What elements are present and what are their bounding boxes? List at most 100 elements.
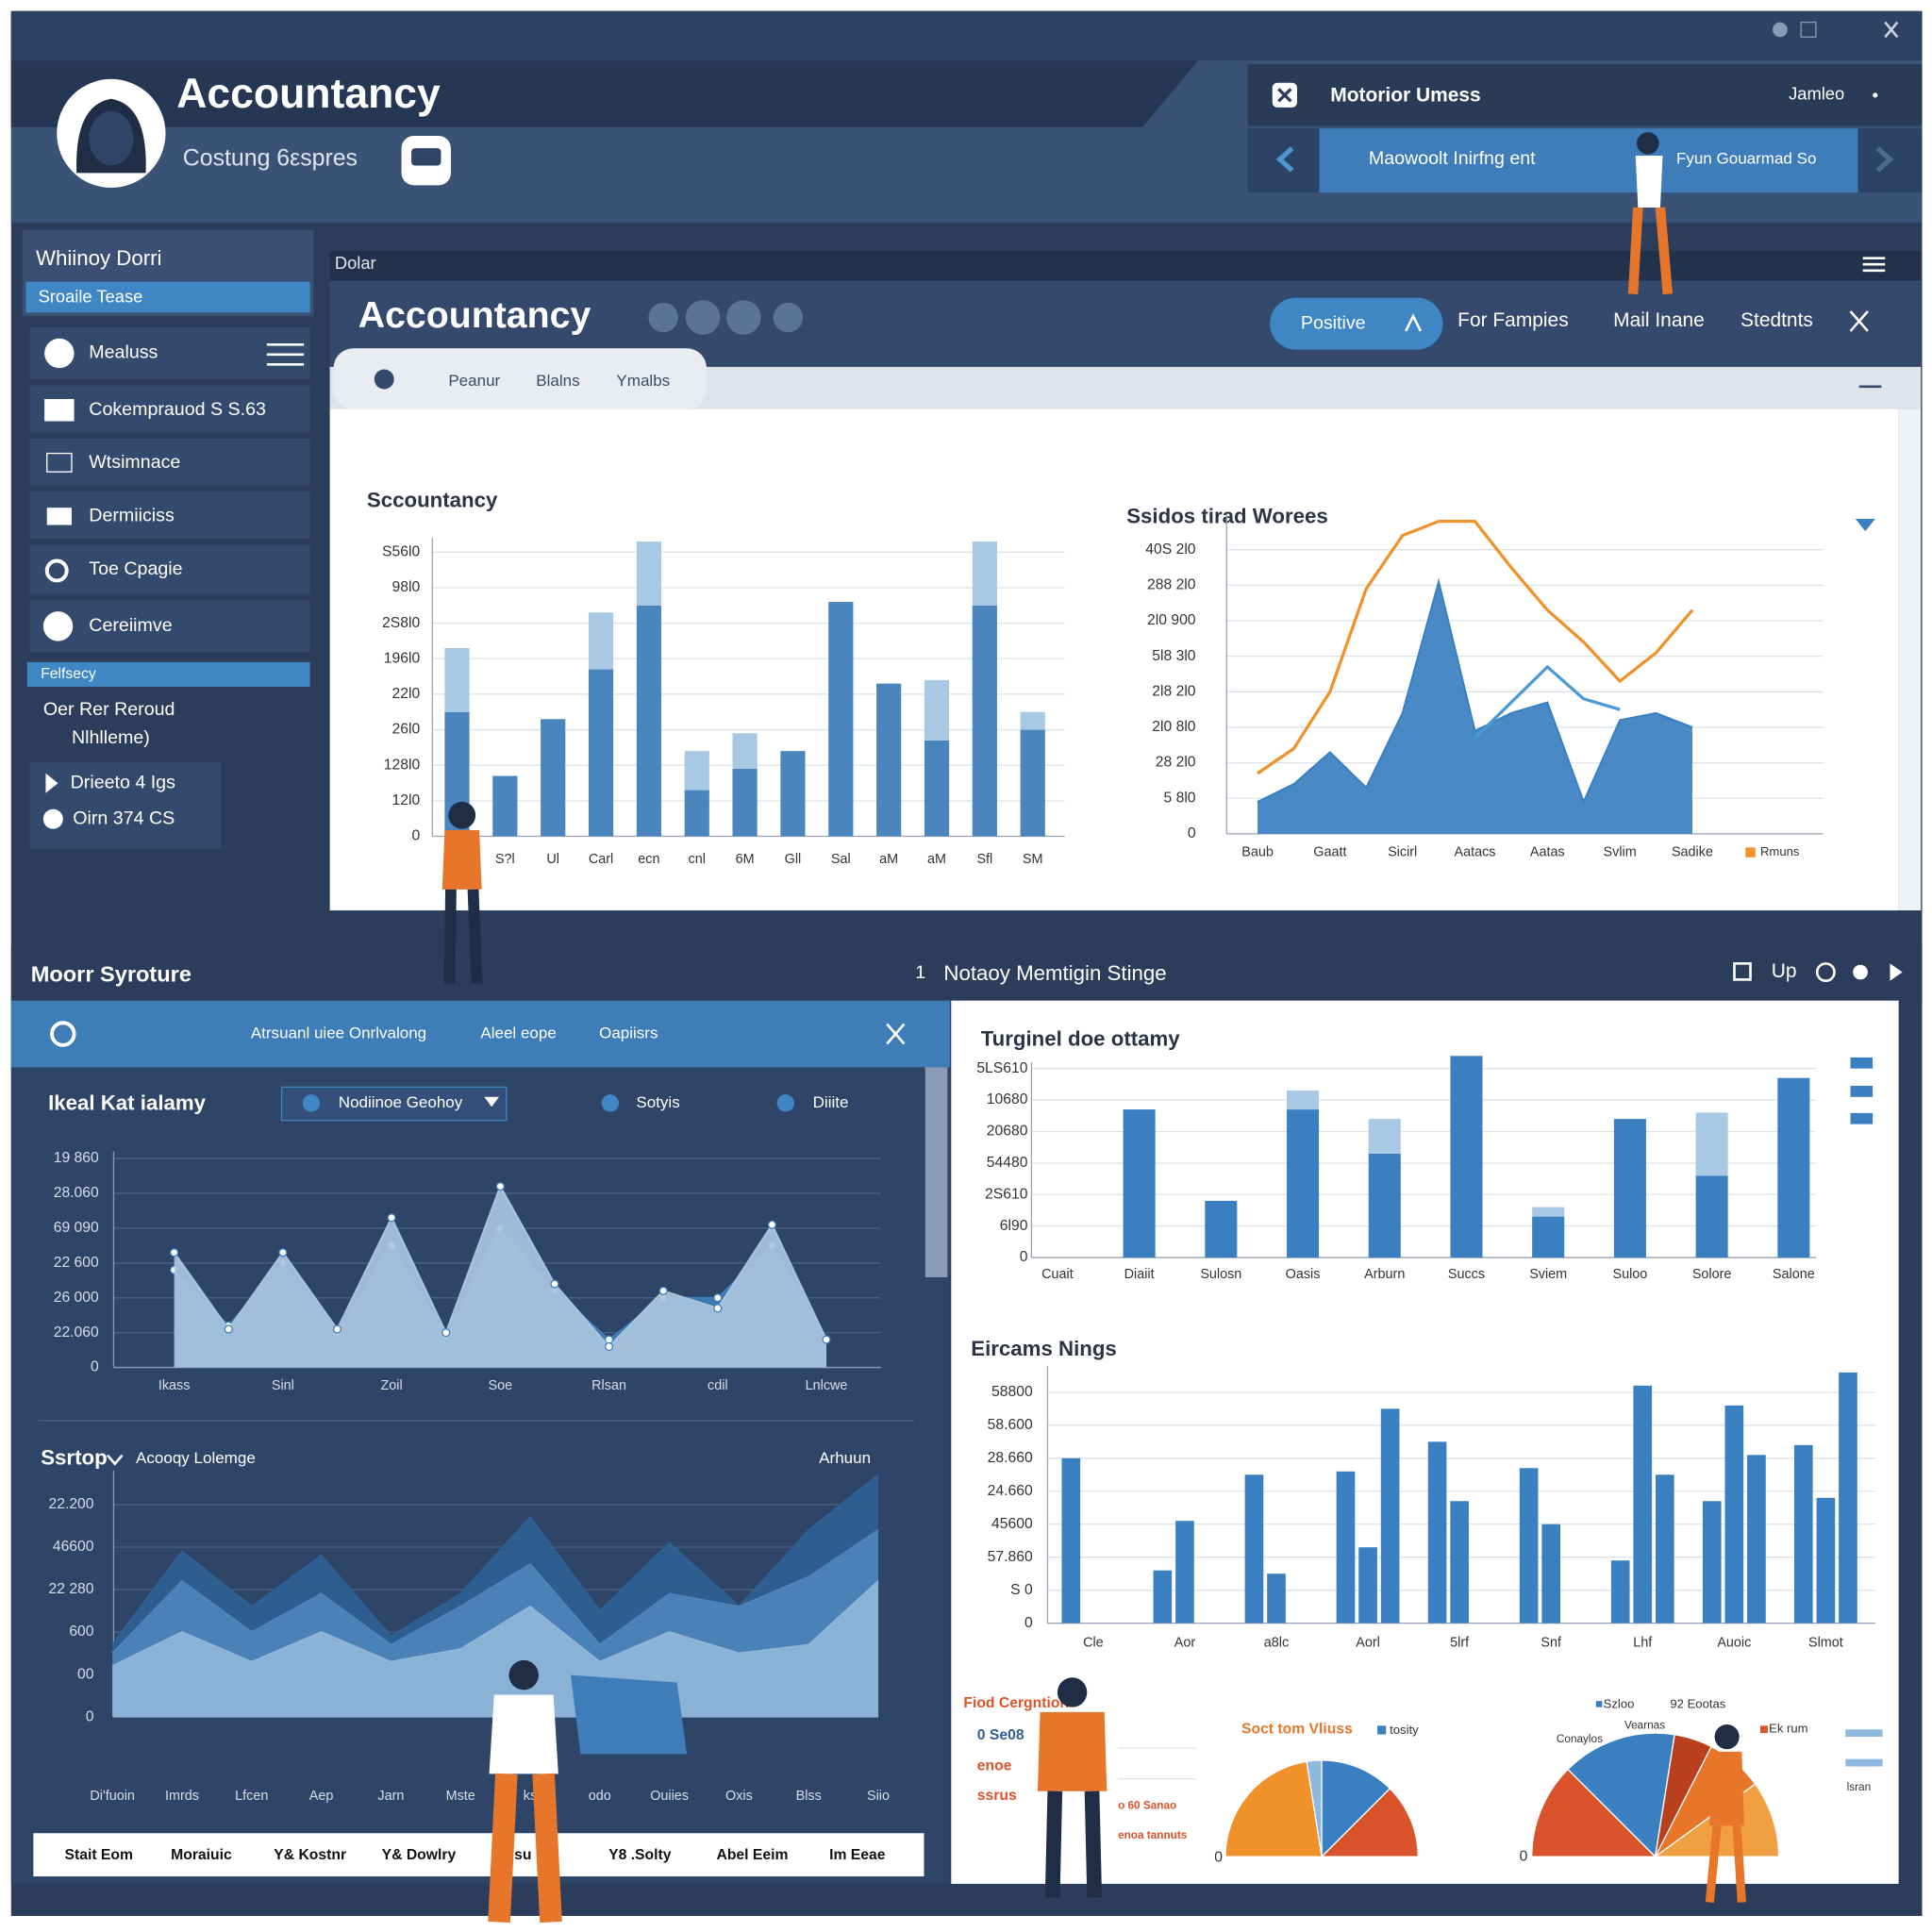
filter-dot[interactable]: [601, 1094, 620, 1112]
menu-item[interactable]: [29, 600, 310, 653]
window-button[interactable]: [1773, 22, 1788, 38]
menu-toggle[interactable]: [266, 343, 305, 366]
y-tick-label: 600: [69, 1624, 93, 1640]
sort-icon[interactable]: [1855, 518, 1875, 532]
tab-pill[interactable]: [1270, 297, 1443, 350]
x-tick-label: SM: [1023, 852, 1043, 867]
legend-swatch: [1850, 1057, 1874, 1069]
x-tick-label: Aorl: [1356, 1635, 1380, 1650]
pie-slice: [1531, 1768, 1657, 1857]
point: [658, 1286, 668, 1295]
section-label: Felfsecy: [41, 666, 96, 682]
filter-dot[interactable]: [776, 1094, 794, 1112]
y-tick-label: 28.660: [988, 1450, 1033, 1466]
close-icon-mark: [1277, 88, 1292, 103]
person-legs: [1044, 1790, 1103, 1898]
scrollbar: [1898, 408, 1922, 911]
y-tick-label: 0: [411, 828, 420, 844]
notice-tab[interactable]: [1319, 128, 1858, 193]
menu-dot: [1873, 92, 1878, 98]
x-tick-label: odo: [589, 1789, 611, 1804]
section-header: [10, 946, 1923, 1001]
menu-item[interactable]: [29, 491, 310, 539]
bar: [1519, 1468, 1539, 1624]
x-tick-label: Svlim: [1604, 844, 1637, 859]
bar: [1633, 1385, 1653, 1624]
legend-swatch: [1759, 1725, 1768, 1734]
bar: [1287, 1091, 1320, 1110]
sidebar-menu: [29, 327, 310, 653]
bar: [1368, 1119, 1401, 1154]
bar: [1205, 1200, 1238, 1258]
window-button[interactable]: [1800, 21, 1817, 38]
subtab-label: Blalns: [536, 372, 579, 390]
x-tick-label: 5lrf: [1450, 1635, 1470, 1650]
x-tick-label: Ul: [546, 852, 559, 867]
person: [441, 801, 483, 984]
toolbar-label: Oapiisrs: [599, 1024, 658, 1042]
note: Nlhlleme): [72, 727, 150, 748]
x-tick-label: Aep: [309, 1789, 334, 1804]
x-tick-label: Mste: [446, 1789, 475, 1804]
menu-icon: [46, 452, 73, 473]
x-tick-label: S?l: [495, 852, 515, 867]
action-icon[interactable]: [1853, 964, 1868, 980]
legend-swatch: [1850, 1112, 1874, 1124]
window-close[interactable]: [1884, 21, 1899, 39]
bar: [1613, 1119, 1646, 1258]
x-tick-label: Gaatt: [1313, 844, 1346, 859]
user-name: Jamleo: [1789, 84, 1844, 104]
settings-icon[interactable]: [374, 369, 394, 390]
y-tick-label: S 0: [1010, 1582, 1033, 1598]
x-tick-label: Siio: [867, 1789, 890, 1804]
y-tick-label: 28.060: [54, 1185, 99, 1201]
bar: [1244, 1474, 1264, 1624]
action-icon[interactable]: [1733, 962, 1752, 981]
toolbar-close[interactable]: [886, 1023, 906, 1045]
y-tick-label: 22 280: [48, 1581, 93, 1597]
main-menu[interactable]: [1862, 257, 1886, 273]
y-tick-label: 20680: [987, 1124, 1028, 1140]
refresh-icon[interactable]: [50, 1021, 76, 1047]
sidebar-active-label: Sroaile Tease: [39, 286, 143, 306]
next-arrow[interactable]: [1875, 146, 1894, 173]
x-tick-label: Snf: [1541, 1635, 1562, 1650]
y-tick-label: S56l0: [382, 543, 420, 559]
menu-item[interactable]: [29, 385, 310, 433]
x-tick-label: Salone: [1773, 1267, 1815, 1282]
person: [1037, 1677, 1108, 1898]
bar: [1267, 1574, 1286, 1624]
prev-arrow[interactable]: [1275, 146, 1294, 173]
chart-title: Ssrtop: [41, 1445, 107, 1469]
y-tick-label: 00: [77, 1666, 94, 1682]
menu-item[interactable]: [29, 544, 310, 594]
pie-slice: [1321, 1759, 1391, 1858]
bar: [1695, 1112, 1728, 1176]
sidebar-active[interactable]: [25, 281, 310, 313]
action-icon[interactable]: [1815, 962, 1836, 983]
person-legs: [443, 889, 483, 984]
bar: [636, 605, 661, 837]
menu-item[interactable]: [29, 438, 310, 486]
bar: [924, 679, 950, 741]
x-tick-label: Sulosn: [1200, 1267, 1241, 1282]
menu-label: Cereiimve: [89, 615, 172, 636]
x-tick-label: Aatacs: [1454, 844, 1495, 859]
play-icon[interactable]: [1890, 963, 1903, 981]
bar: [1816, 1497, 1836, 1624]
x-tick-label: Slmot: [1808, 1635, 1843, 1650]
y-tick-label: 2l8 2l0: [1152, 683, 1196, 699]
x-tick-label: Sal: [831, 852, 851, 867]
bar: [541, 719, 566, 837]
bar: [1747, 1455, 1766, 1624]
menu-item[interactable]: [29, 327, 310, 380]
dropdown-caret[interactable]: [106, 1454, 124, 1466]
person-head: [1057, 1677, 1088, 1707]
y-tick-label: 0: [91, 1359, 99, 1375]
tab-close[interactable]: [1849, 310, 1869, 332]
menu-icon: [44, 558, 69, 583]
area-fill: [112, 1581, 879, 1718]
legend-swatch: [1377, 1725, 1387, 1735]
menu-label: Toe Cpagie: [89, 558, 182, 579]
y-tick-label: 22.200: [48, 1496, 93, 1512]
